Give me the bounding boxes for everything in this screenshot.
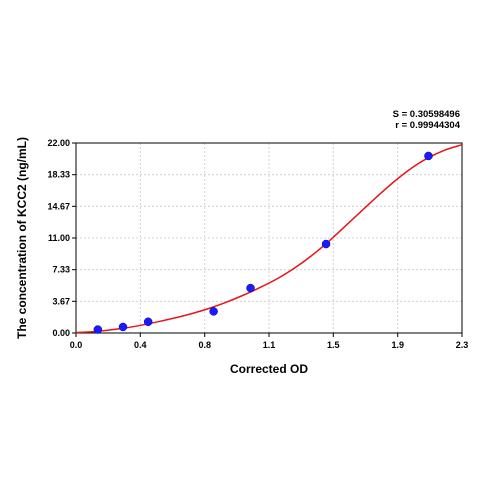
y-tick-label: 18.33 [47, 170, 70, 180]
x-axis-title: Corrected OD [230, 362, 308, 376]
y-axis-title: The concentration of KCC2 (ng/mL) [15, 137, 29, 339]
s-value-annotation: S = 0.30598496 [393, 109, 460, 120]
y-tick-label: 14.67 [47, 201, 70, 211]
y-tick-label: 22.00 [47, 138, 70, 148]
data-point [246, 283, 255, 293]
data-points [93, 151, 433, 334]
data-point [321, 239, 331, 249]
x-axis: 0.0 0.4 0.8 1.1 1.5 1.9 2.3 [70, 333, 469, 350]
x-tick-label: 0.0 [70, 340, 83, 350]
y-axis: 0.00 3.67 7.33 11.00 14.67 18.33 22.00 [47, 138, 76, 338]
data-point [93, 325, 103, 334]
fit-curve-line [75, 143, 463, 334]
x-tick-label: 0.8 [198, 340, 211, 350]
x-tick-label: 1.9 [391, 340, 404, 350]
x-tick-label: 1.5 [327, 340, 340, 350]
y-tick-label: 7.33 [52, 265, 70, 275]
r-value-annotation: r = 0.99944304 [395, 120, 460, 131]
data-point [209, 307, 218, 316]
x-tick-label: 1.1 [263, 340, 276, 350]
y-tick-label: 0.00 [52, 328, 70, 338]
data-point [424, 151, 433, 161]
y-tick-label: 11.00 [48, 233, 70, 243]
grid-lines [76, 143, 462, 333]
y-tick-label: 3.67 [52, 296, 70, 306]
x-tick-label: 2.3 [456, 340, 469, 350]
x-tick-label: 0.4 [134, 340, 147, 350]
data-point [118, 322, 128, 332]
data-point [143, 317, 153, 327]
